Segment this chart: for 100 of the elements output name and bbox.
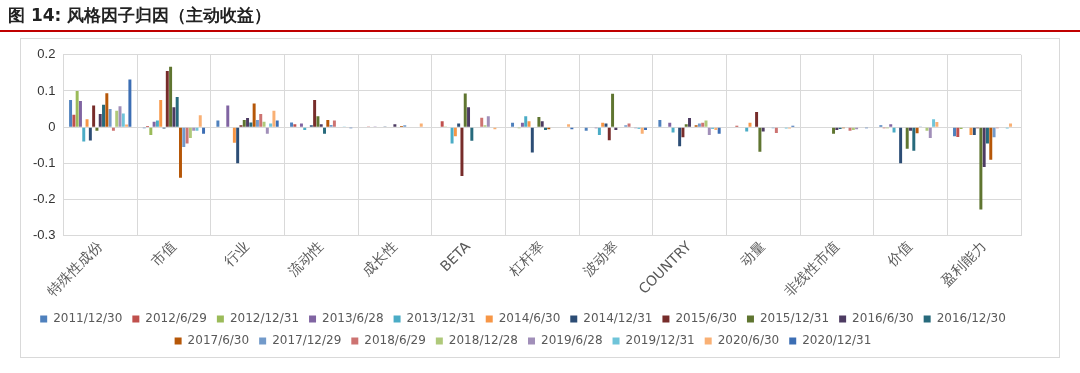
bar [202,127,206,134]
bar [440,121,444,127]
legend-label: 2017/6/30 [187,333,250,348]
y-tick-label: -0.1 [32,154,56,170]
bar [198,115,202,127]
bar [899,127,903,164]
bar [480,117,484,127]
bar [892,127,896,133]
bar [470,127,474,141]
bar [102,104,106,127]
bar [326,119,330,127]
bar [982,127,986,167]
bar [182,127,186,148]
bar [467,107,471,127]
bar [985,127,989,144]
x-tick-label: 非线性市值 [780,237,842,299]
x-tick-label: 市值 [147,237,179,270]
bar [121,113,125,127]
bar [520,122,524,127]
bar [905,127,909,149]
bar [108,109,112,127]
bar [115,110,119,127]
legend-label: 2020/6/30 [717,333,780,348]
x-tick-label: 波动率 [579,237,621,279]
legend-label: 2018/12/28 [448,333,519,348]
bar [671,127,675,133]
legend-label: 2014/6/30 [498,311,561,326]
bar [537,117,541,127]
bar [95,127,99,131]
bar [85,119,89,127]
bar [909,127,912,131]
bar [332,120,336,127]
bar [540,121,544,127]
y-tick-label: -0.3 [32,227,56,243]
bar [707,127,711,136]
legend-label: 2014/12/31 [583,311,653,326]
bar [275,120,279,127]
bar [889,124,893,127]
y-tick-label: 0.2 [37,46,56,62]
bar [299,123,303,127]
bar [457,123,461,127]
bar [265,127,269,134]
bar [188,127,192,138]
bar [172,107,176,127]
bar [979,127,983,210]
bar [242,119,246,127]
x-tick-label: 盈利能力 [937,237,989,289]
bar [511,122,515,127]
bar [681,127,685,138]
bar [758,127,762,152]
legend-label: 2018/6/29 [364,333,426,348]
x-tick-label: 杠杆率 [505,237,547,280]
bar [111,127,115,131]
legend-label: 2015/6/30 [675,311,737,326]
bar [989,127,993,160]
legend-label: 2011/12/30 [53,311,123,326]
bar [323,127,326,134]
bar [175,97,179,127]
bar [316,116,320,127]
bar [755,111,759,127]
legend-label: 2016/6/30 [852,311,914,326]
bar [246,118,250,127]
bar [832,127,836,134]
bar [88,127,92,141]
legend-label: 2015/12/31 [759,311,830,326]
bar [953,127,956,137]
bar [226,105,230,127]
bar [597,127,601,136]
bar [658,119,662,127]
bar [149,127,153,136]
bar [611,93,615,127]
bar [684,124,688,127]
bar [530,127,534,153]
legend-label: 2019/12/31 [625,333,695,348]
bar [1009,123,1013,127]
bar [393,124,397,127]
bar [668,122,672,127]
bar [584,127,588,131]
legend-label: 2013/12/31 [406,311,476,326]
y-tick-label: 0.1 [37,82,56,98]
bar [956,127,960,137]
bar [319,124,323,127]
legend-label: 2020/12/31 [802,333,872,348]
bar [460,127,464,176]
x-tick-label: 流动性 [284,237,326,279]
y-tick-label: 0 [48,118,56,134]
bar [236,127,240,164]
bar [75,90,79,127]
bar [527,121,531,127]
bar [272,110,276,127]
bar [928,127,932,138]
bar [179,127,182,178]
x-tick-label: 行业 [221,237,253,270]
bar [688,118,692,127]
x-tick-label: 价值 [883,237,916,270]
x-tick-label: 动量 [736,237,768,270]
bar [255,119,259,127]
bar [269,123,273,127]
chart-title: 图 14: 风格因子归因（主动收益） [0,0,1080,32]
bar [252,103,256,127]
